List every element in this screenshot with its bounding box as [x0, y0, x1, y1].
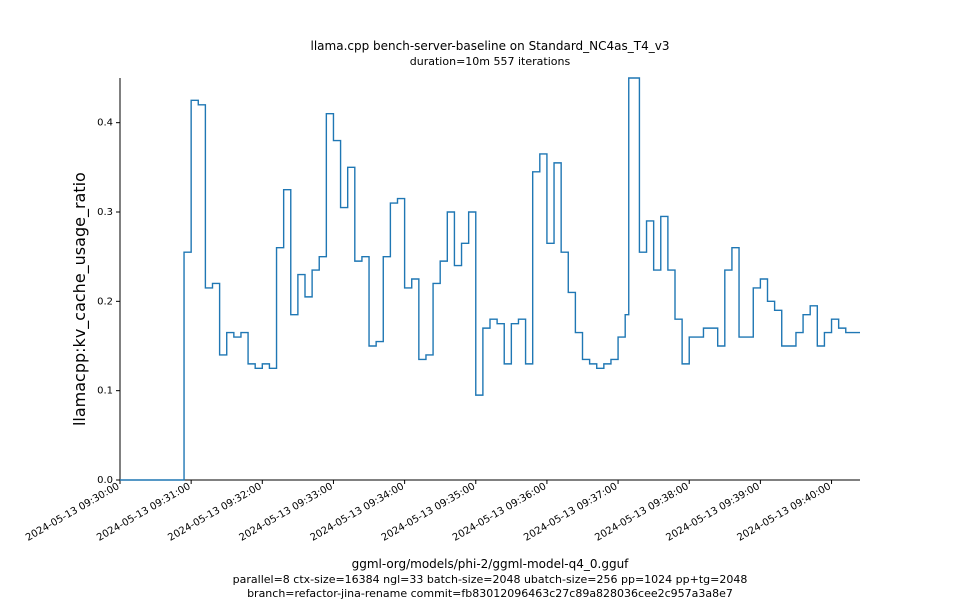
bottom-label-line1: ggml-org/models/phi-2/ggml-model-q4_0.gg… — [352, 557, 630, 571]
bottom-label-line3: branch=refactor-jina-rename commit=fb830… — [247, 587, 733, 600]
plot-area — [120, 78, 860, 480]
chart-title-line2: duration=10m 557 iterations — [410, 55, 571, 68]
y-axis-label: llamacpp:kv_cache_usage_ratio — [70, 172, 90, 426]
chart-svg: 0.00.10.20.30.4 2024-05-13 09:30:002024-… — [0, 0, 960, 600]
y-axis: 0.00.10.20.30.4 — [97, 78, 120, 486]
chart-canvas: 0.00.10.20.30.4 2024-05-13 09:30:002024-… — [0, 0, 960, 600]
y-tick-label: 0.4 — [97, 118, 113, 129]
y-tick-label: 0.2 — [97, 296, 113, 307]
x-axis: 2024-05-13 09:30:002024-05-13 09:31:0020… — [24, 480, 860, 544]
y-tick-label: 0.3 — [97, 207, 113, 218]
chart-title-line1: llama.cpp bench-server-baseline on Stand… — [311, 39, 670, 53]
y-tick-label: 0.1 — [97, 386, 113, 397]
bottom-label-line2: parallel=8 ctx-size=16384 ngl=33 batch-s… — [233, 573, 748, 586]
